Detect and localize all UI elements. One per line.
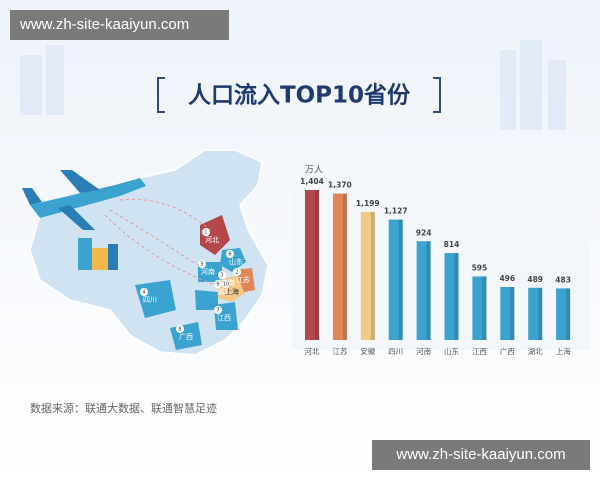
province-label: 上海 [225, 287, 239, 296]
x-tick-label: 湖北 [528, 347, 543, 356]
bar [332, 193, 347, 340]
bar [305, 190, 319, 340]
rank-number: 8 [178, 327, 181, 333]
bar-shade [398, 219, 403, 340]
rank-number: 3 [220, 273, 223, 279]
chart-title: 人口流入TOP10省份 [188, 82, 411, 109]
building-icon [78, 238, 118, 270]
value-label: 924 [416, 228, 432, 237]
x-tick-label: 上海 [556, 346, 571, 356]
x-tick-label: 江苏 [332, 346, 347, 356]
province-label: 河北 [205, 236, 219, 244]
watermark: www.zh-site-kaaiyun.com [372, 440, 590, 470]
unit-label: 万人 [305, 165, 323, 176]
bar [472, 276, 487, 340]
value-label: 1,127 [384, 207, 408, 216]
rank-number: 6 [228, 252, 231, 258]
bar [360, 211, 375, 340]
bar-shade [370, 211, 375, 340]
x-tick-label: 江西 [472, 347, 487, 356]
source-note: 数据来源：联通大数据、联通智慧足迹 [30, 401, 217, 415]
bar-shade [315, 190, 319, 340]
value-label: 814 [444, 240, 460, 249]
bar [528, 287, 543, 340]
rank-number: 4 [142, 290, 145, 296]
bars: 1,404 河北 1,370 江苏 1,199 安徽 1,127 四川 924 河南 814 山东 59… [300, 177, 571, 356]
value-label: 1,370 [328, 181, 352, 190]
rank-badge [140, 288, 148, 296]
value-label: 1,404 [300, 177, 324, 186]
rank-badge [226, 250, 234, 258]
rank-badge [233, 268, 241, 276]
bar-shade [426, 241, 431, 340]
rank-badge [202, 228, 210, 236]
province-label: 四川 [143, 296, 157, 304]
bar-shade [454, 253, 459, 340]
rank-number: 1 [204, 230, 207, 236]
watermark: www.zh-site-kaaiyun.com [10, 10, 229, 40]
province-label: 湖北 [217, 287, 231, 296]
province-label: 山东 [229, 257, 243, 266]
bar-shade [538, 287, 543, 340]
x-tick-label: 山东 [444, 346, 459, 356]
bar [500, 287, 515, 340]
province-label: 广西 [179, 332, 193, 341]
x-tick-label: 安徽 [360, 346, 375, 356]
title-frame [157, 77, 441, 113]
bar-shade [482, 276, 487, 340]
rank-number: 7 [216, 308, 219, 314]
rank-number: 5 [200, 262, 203, 268]
x-tick-label: 广西 [500, 346, 515, 356]
value-label: 595 [472, 263, 488, 272]
bar-shade [566, 288, 571, 340]
rank-badge [218, 271, 226, 279]
x-tick-label: 河北 [305, 347, 320, 356]
plane [22, 170, 146, 230]
value-label: 483 [555, 275, 571, 284]
bar-shade [342, 193, 347, 340]
bar-shade [510, 287, 515, 340]
bar [556, 288, 571, 340]
rank-number: 10 [223, 282, 229, 288]
rank-badge [214, 306, 222, 314]
x-tick-label: 四川 [388, 347, 403, 356]
bar [416, 241, 431, 340]
rank-number: 9 [216, 282, 219, 288]
rank-badge [214, 280, 222, 288]
bar [388, 219, 403, 340]
map-labels: 1河北6山东5河南9湖北3安徽2江苏10上海7江西4四川8广西 [140, 228, 250, 341]
value-label: 496 [499, 274, 515, 283]
x-tick-label: 河南 [416, 346, 431, 356]
value-label: 1,199 [356, 199, 380, 208]
rank-badge [222, 280, 230, 288]
value-label: 489 [527, 275, 543, 284]
province-label: 河南 [201, 267, 215, 276]
decor-buildings [20, 40, 566, 130]
province-label: 江西 [217, 314, 231, 322]
rank-number: 2 [235, 270, 238, 276]
bar [444, 253, 459, 340]
rank-badge [198, 260, 206, 268]
rank-badge [176, 325, 184, 333]
province-label: 江苏 [236, 275, 250, 284]
